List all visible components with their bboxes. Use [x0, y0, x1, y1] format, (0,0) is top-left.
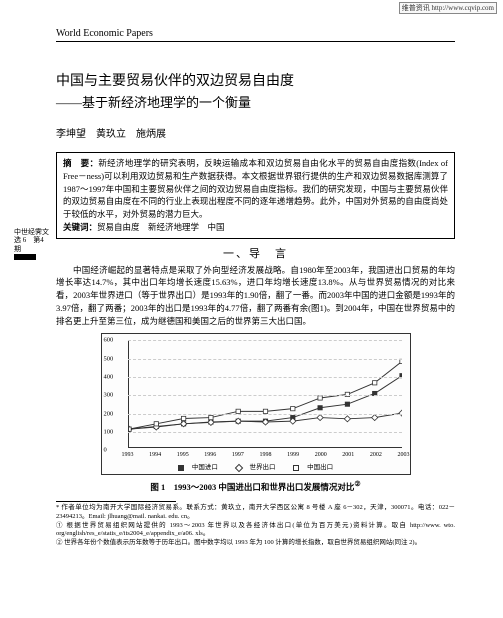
figure-1: 中国进口 世界出口 中国出口 0 100 200 300 400 500 600 1993 19… [101, 333, 411, 493]
gridline [128, 432, 402, 433]
y-tick: 400 [104, 373, 114, 380]
paper-subtitle: ——基于新经济地理学的一个衡量 [56, 92, 455, 111]
page-content: World Economic Papers 中国与主要贸易伙伴的双边贸易自由度 … [0, 0, 503, 558]
abstract-label: 摘 要： [63, 158, 98, 168]
x-tick: 1994 [149, 452, 161, 458]
gridline [128, 340, 402, 341]
legend-item-3: 中国出口 [289, 464, 337, 471]
x-tick: 2000 [315, 452, 327, 458]
y-tick: 600 [104, 337, 114, 344]
legend-item-2: 世界出口 [232, 464, 280, 471]
y-tick: 0 [104, 447, 107, 454]
line-chart: 中国进口 世界出口 中国出口 0 100 200 300 400 500 600 1993 19… [101, 333, 411, 475]
paper-title: 中国与主要贸易伙伴的双边贸易自由度 [56, 70, 455, 90]
abstract-text: 新经济地理学的研究表明，反映运输成本和双边贸易自由化水平的贸易自由度指数(Ind… [63, 158, 448, 219]
section-heading: 一、导 言 [56, 245, 455, 261]
x-tick: 2002 [370, 452, 382, 458]
gridline [128, 359, 402, 360]
x-tick: 1995 [177, 452, 189, 458]
keywords-text: 贸易自由度 新经济地理学 中国 [97, 222, 225, 232]
side-issue-label: 中世经霁文选 6 第4期 [14, 228, 50, 260]
y-tick: 500 [104, 355, 114, 362]
footnote-2: ① 根据世界贸易组织网站提供的 1993～2003 年世界以及各经济体出口(单位… [56, 522, 455, 540]
gridline [128, 377, 402, 378]
footnote-1: * 作者单位均为南开大学国际经济贸易系。联系方式：黄玖立，南开大学西区公寓 8 … [56, 504, 455, 522]
authors: 李坤望 黄玖立 施炳展 [56, 125, 455, 140]
x-tick: 2001 [342, 452, 354, 458]
x-tick: 1998 [260, 452, 272, 458]
paragraph-1: 中国经济崛起的显著特点是采取了外向型经济发展战略。自1980年至2003年，我国… [56, 264, 455, 328]
footnote-separator [56, 501, 176, 502]
x-tick: 1997 [232, 452, 244, 458]
y-tick: 100 [104, 428, 114, 435]
x-tick: 2003 [398, 452, 410, 458]
chart-legend: 中国进口 世界出口 中国出口 [102, 461, 410, 471]
abstract-box: 摘 要：新经济地理学的研究表明，反映运输成本和双边贸易自由化水平的贸易自由度指数… [56, 152, 455, 239]
footnote-3: ② 世界各年份个数值表示历年数等于历年出口。图中数字均以 1993 年为 100… [56, 539, 455, 548]
gridline [128, 395, 402, 396]
y-tick: 200 [104, 410, 114, 417]
keywords-label: 关键词： [63, 222, 97, 232]
x-tick: 1993 [122, 452, 134, 458]
figure-caption: 图 1 1993～2003 中国进出口和世界出口发展情况对比② [101, 479, 411, 493]
y-tick: 300 [104, 392, 114, 399]
x-tick: 1996 [204, 452, 216, 458]
footnotes: * 作者单位均为南开大学国际经济贸易系。联系方式：黄玖立，南开大学西区公寓 8 … [56, 504, 455, 548]
journal-name: World Economic Papers [56, 28, 455, 42]
gridline [128, 414, 402, 415]
x-tick: 1999 [287, 452, 299, 458]
source-url: 维普资讯 http://www.cqvip.com [399, 2, 497, 14]
legend-item-1: 中国进口 [174, 464, 222, 471]
